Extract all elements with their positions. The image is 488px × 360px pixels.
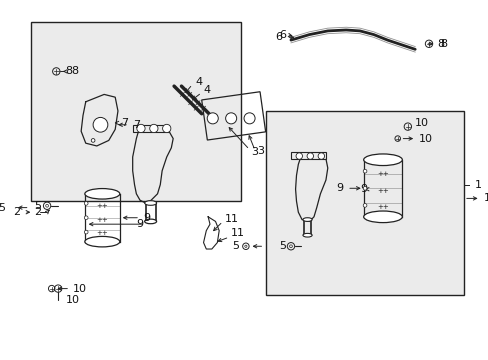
Ellipse shape [144,219,156,224]
Bar [290,152,325,159]
Circle shape [93,117,108,132]
Text: 8: 8 [65,66,73,76]
Circle shape [363,186,366,190]
Text: 5: 5 [34,201,41,211]
Text: 11: 11 [231,228,244,238]
Text: 10: 10 [65,294,80,305]
Circle shape [318,153,324,159]
Text: 9: 9 [142,213,150,223]
Text: ++: ++ [96,217,108,223]
Circle shape [207,113,218,124]
Bar [132,125,169,132]
Text: 4: 4 [203,85,210,95]
Ellipse shape [303,218,311,221]
Text: 8: 8 [71,66,78,76]
Text: 3: 3 [256,145,264,156]
Text: 9: 9 [336,183,343,193]
Ellipse shape [144,201,156,205]
Text: 4: 4 [195,77,202,86]
Text: ++: ++ [96,203,108,209]
Circle shape [84,230,88,234]
Text: 9: 9 [136,219,143,229]
Text: ++: ++ [376,171,388,177]
Text: 9: 9 [360,184,366,194]
Text: 5: 5 [279,241,285,251]
Text: 6: 6 [275,32,282,42]
Text: ++: ++ [376,188,388,194]
Circle shape [84,202,88,205]
Text: 1: 1 [474,180,481,190]
Text: 6: 6 [279,30,285,40]
Circle shape [84,216,88,220]
Ellipse shape [84,189,120,199]
Text: 3: 3 [251,147,258,157]
Circle shape [295,153,302,159]
Circle shape [149,124,158,132]
Circle shape [363,169,366,173]
Text: 10: 10 [73,284,87,294]
Ellipse shape [84,237,120,247]
Text: 8: 8 [436,39,444,49]
Circle shape [225,113,236,124]
Text: ++: ++ [376,203,388,210]
Text: 5: 5 [0,203,5,213]
Ellipse shape [303,233,311,237]
Text: 7: 7 [132,120,140,130]
Text: 11: 11 [224,213,238,224]
Circle shape [244,113,255,124]
Text: 8: 8 [439,39,446,49]
Ellipse shape [363,211,402,222]
Circle shape [306,153,313,159]
Circle shape [163,124,170,132]
Text: 2: 2 [34,207,41,217]
Text: 5: 5 [232,241,239,251]
Text: 10: 10 [418,134,432,144]
Text: 7: 7 [121,118,127,128]
Text: 1: 1 [483,193,488,203]
Text: ++: ++ [96,230,108,236]
Circle shape [137,124,145,132]
Ellipse shape [363,154,402,166]
Text: 10: 10 [414,118,428,128]
Circle shape [91,139,95,142]
Bar [201,92,265,140]
Bar [265,111,463,295]
Circle shape [363,203,366,207]
Text: 2: 2 [13,207,20,217]
Bar [31,22,241,201]
